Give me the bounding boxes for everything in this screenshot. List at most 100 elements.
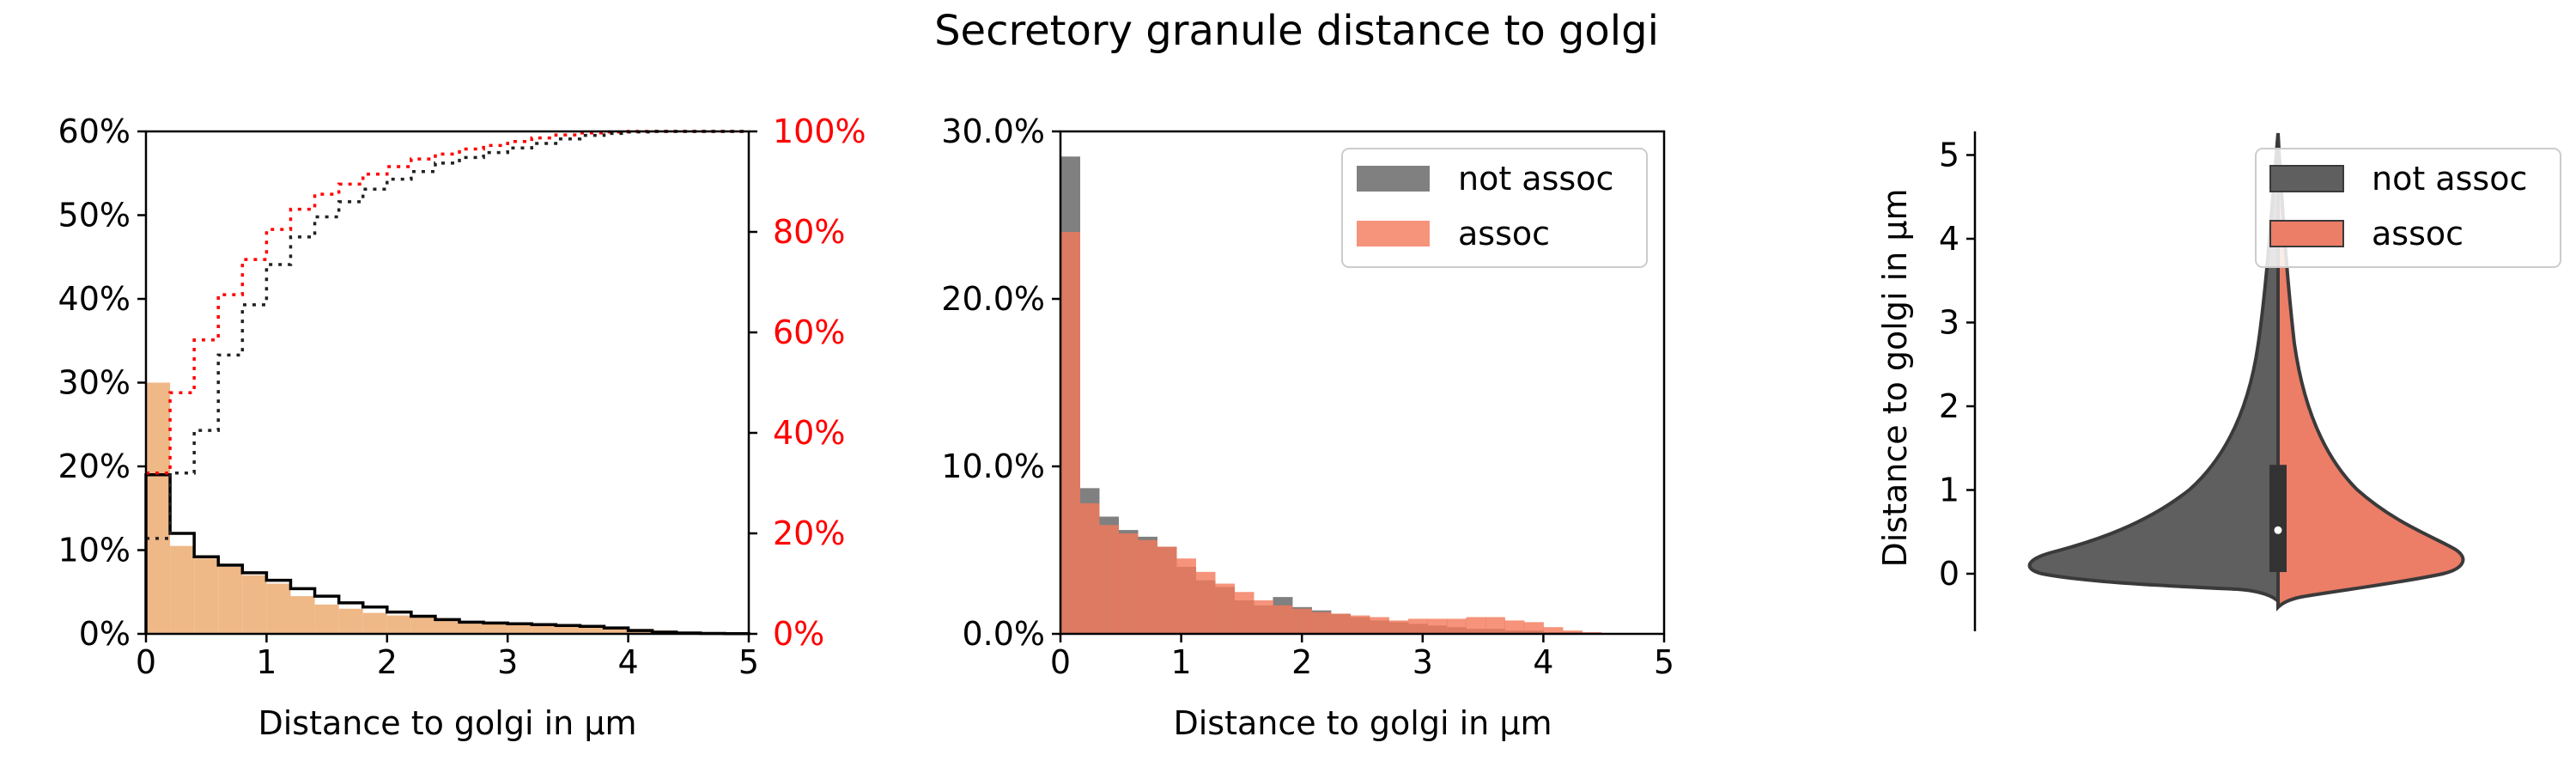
hist-bar (194, 558, 219, 634)
y-tick-label: 10% (58, 532, 131, 569)
legend-swatch-assoc (2269, 220, 2344, 247)
y-tick-label: 2 (1939, 387, 1959, 425)
legend-label-not-assoc: not assoc (2372, 160, 2527, 198)
x-tick-label: 2 (377, 643, 398, 681)
hist-bar (580, 626, 605, 634)
chart-panel-3: 0 1 2 3 4 5 Distance to golgi in µm not assoc… (1876, 131, 2561, 631)
y-tick-label: 0 (1939, 555, 1959, 593)
filled-histogram (146, 382, 749, 634)
hist-bar (170, 545, 195, 634)
hist-bar (1291, 608, 1312, 634)
hist-bar (507, 624, 532, 634)
violin-half-not-assoc (2027, 132, 2280, 606)
hist-bar (242, 575, 267, 634)
hist-bar (1388, 620, 1409, 634)
x-tick-label: 2 (1291, 643, 1312, 681)
y-ticks: 0% 10% 20% 30% 40% 50% 60% (58, 113, 146, 653)
x-axis-label: Distance to golgi in µm (1173, 704, 1552, 742)
hist-bar (459, 623, 484, 634)
hist-bar (1407, 618, 1428, 634)
hist-bar (1446, 618, 1467, 634)
hist-bar (410, 617, 435, 634)
hist-bar (1176, 558, 1196, 634)
hist-bar (556, 625, 580, 634)
x-tick-label: 4 (1533, 643, 1553, 681)
legend: not assoc assoc (2255, 148, 2561, 268)
x-tick-label: 3 (497, 643, 518, 681)
x-ticks: 0 1 2 3 4 5 (1050, 634, 1674, 681)
y-tick-label: 30.0% (941, 113, 1045, 150)
hist-bar (1485, 617, 1505, 634)
hist-bar (434, 620, 460, 634)
y-ticks: 0 1 2 3 4 5 (1939, 137, 1975, 593)
x-tick-label: 0 (136, 643, 156, 681)
hist-bar (1350, 615, 1370, 634)
violin-half-assoc (2276, 132, 2465, 612)
hist-bar (1060, 232, 1080, 634)
series-assoc-bars (1060, 232, 1602, 634)
y2-tick-label: 100% (773, 113, 866, 150)
hist-bar (266, 583, 291, 634)
chart-panel-2: 0 1 2 3 4 5 0.0% 10.0% 20.0% 30.0% Distance to g… (941, 113, 1674, 742)
hist-bar (362, 612, 387, 634)
x-tick-label: 5 (738, 643, 759, 681)
hist-bar (1098, 525, 1119, 634)
violin-box (2269, 465, 2287, 573)
hist-bar (1330, 613, 1351, 634)
y-axis-label: Distance to golgi in µm (1876, 188, 1914, 567)
plot-frame (1059, 130, 1666, 636)
y-tick-label: 0.0% (962, 615, 1045, 653)
hist-bar (386, 615, 411, 634)
y2-ticks: 0% 20% 40% 60% 80% 100% (749, 113, 866, 653)
cumulative-black-line (146, 130, 749, 540)
hist-bar (1137, 539, 1157, 634)
y2-tick-label: 20% (773, 514, 845, 552)
hist-bar (1214, 583, 1235, 634)
legend-swatch-not-assoc (2269, 165, 2344, 192)
x-tick-label: 1 (256, 643, 276, 681)
hist-bar (1118, 533, 1139, 634)
hist-bar (1543, 627, 1564, 634)
y2-tick-label: 60% (773, 313, 845, 351)
legend-label-assoc: assoc (2372, 215, 2464, 253)
x-tick-label: 0 (1050, 643, 1071, 681)
hist-bar (146, 382, 171, 634)
y-tick-label: 40% (58, 280, 131, 318)
y-tick-label: 20% (58, 447, 131, 485)
hist-bar (314, 604, 339, 634)
x-ticks: 0 1 2 3 4 5 (136, 634, 759, 681)
hist-bar (338, 608, 363, 634)
hist-bar (218, 567, 243, 634)
y-tick-label: 20.0% (941, 280, 1045, 318)
y-tick-label: 3 (1939, 304, 1959, 342)
hist-bar (1523, 622, 1544, 634)
hist-bar (532, 624, 556, 634)
hist-bar (1234, 592, 1255, 634)
hist-bar (1311, 612, 1332, 634)
legend-swatch-assoc (1357, 221, 1430, 247)
y-tick-label: 4 (1939, 220, 1959, 258)
y2-tick-label: 0% (773, 615, 824, 653)
chart-panel-1: 0 1 2 3 4 5 0% 10% 20% 30% 40% 50% 60% 0% 20% 40% 60% 8… (58, 113, 866, 742)
plot-frame (144, 130, 750, 636)
legend-label-assoc: assoc (1458, 215, 1550, 253)
hist-bar (1079, 502, 1100, 634)
y-tick-label: 10.0% (941, 447, 1045, 485)
hist-bar (1466, 617, 1486, 634)
legend-label-not-assoc: not assoc (1458, 160, 1613, 198)
y-tick-label: 1 (1939, 472, 1959, 509)
x-tick-label: 1 (1171, 643, 1192, 681)
hist-bar (1157, 546, 1177, 634)
y2-tick-label: 80% (773, 213, 845, 251)
y-tick-label: 50% (58, 197, 131, 234)
cumulative-red-line (146, 130, 749, 475)
hist-bar (1273, 605, 1293, 634)
y-tick-label: 5 (1939, 137, 1959, 174)
hist-bar (1427, 618, 1448, 634)
hist-bar (1253, 600, 1273, 634)
hist-bar (1195, 571, 1216, 634)
x-tick-label: 5 (1654, 643, 1674, 681)
step-histogram-line (144, 473, 750, 636)
y-tick-label: 0% (79, 615, 131, 653)
